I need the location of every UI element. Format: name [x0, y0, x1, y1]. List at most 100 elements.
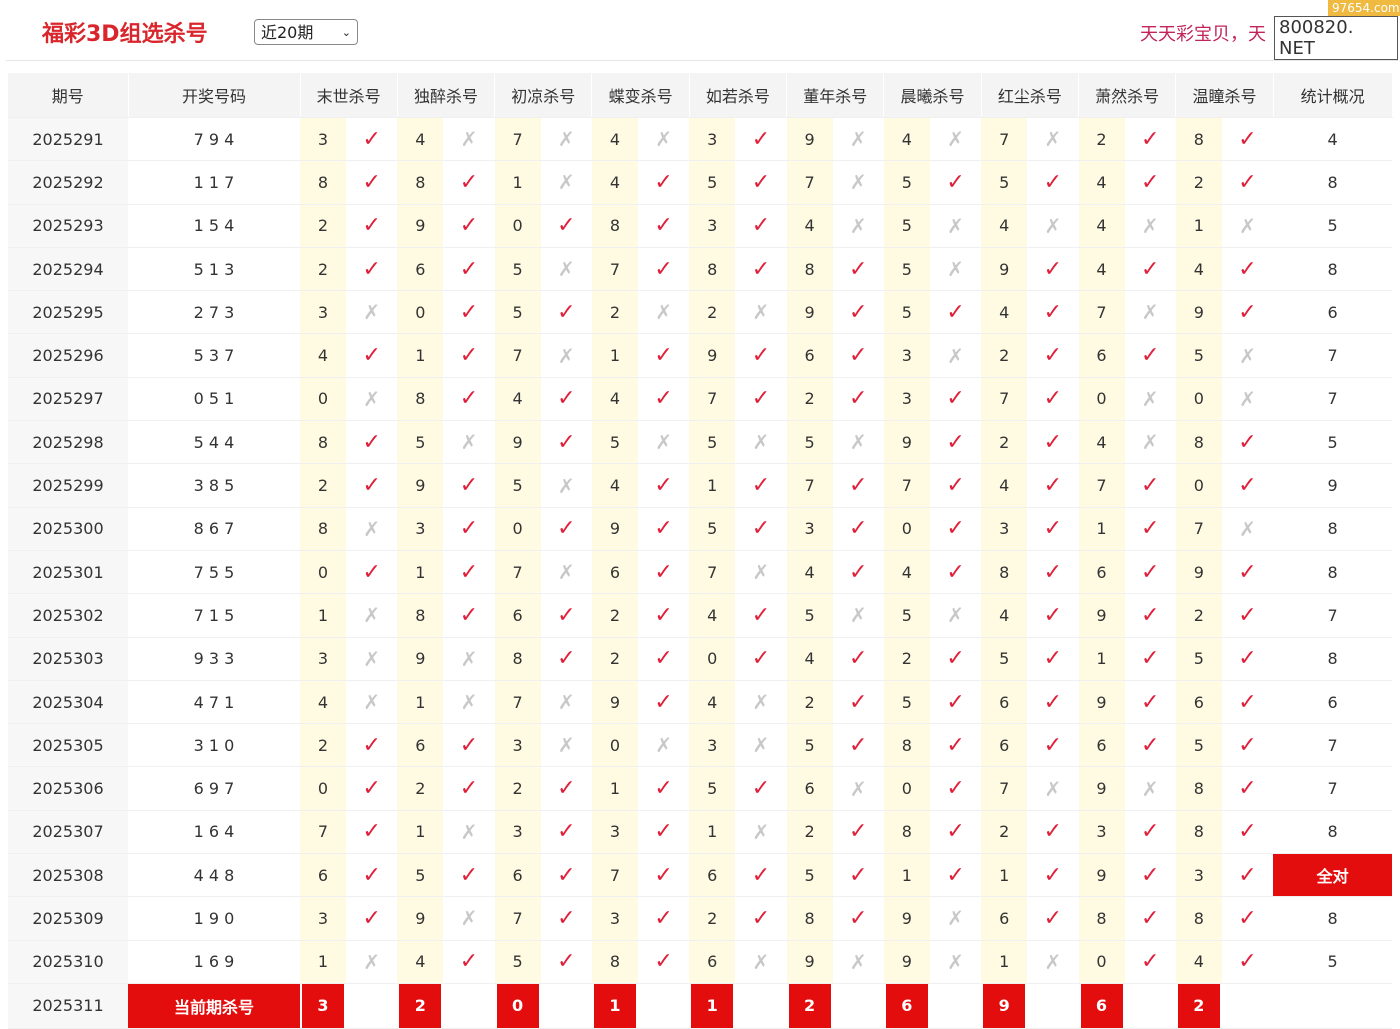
kill-result: ✓	[929, 766, 982, 811]
kill-number: 0	[397, 290, 444, 335]
kill-number: 4	[591, 160, 638, 205]
kill-number: 5	[1175, 723, 1222, 768]
kill-result: ✓	[637, 896, 690, 941]
kill-result: ✓	[637, 160, 690, 205]
kill-result: ✓	[1027, 160, 1079, 205]
kill-number: 2	[591, 593, 638, 638]
kill-number: 1	[689, 810, 736, 855]
kill-result: ✓	[929, 637, 982, 681]
kill-result: ✓	[1027, 853, 1079, 898]
kill-result: ✓	[1027, 810, 1079, 855]
kill-result: ✗	[832, 204, 884, 248]
kill-number: 5	[591, 420, 638, 465]
empty-cell	[1221, 983, 1274, 1029]
period: 2025307	[8, 810, 128, 855]
data-row: 2025307 1 6 4 7 ✓ 1 ✗ 3 ✓ 3 ✓ 1 ✗ 2 ✓ 8 ✓ 2 ✓ 3 ✓ 8 ✓ 8	[8, 810, 1393, 855]
kill-number: 3	[689, 204, 736, 248]
kill-number: 1	[1175, 204, 1222, 248]
kill-number: 4	[1078, 204, 1125, 248]
data-row: 2025304 4 7 1 4 ✗ 1 ✗ 7 ✗ 9 ✓ 4 ✗ 2 ✓ 5 ✓ 6 ✓ 9 ✓ 6 ✓ 6	[8, 680, 1393, 725]
kill-cell: 2	[786, 983, 833, 1029]
kill-result: ✓	[346, 420, 398, 465]
kill-result: ✓	[832, 896, 884, 941]
kill-result: ✓	[1221, 160, 1274, 205]
kill-number: 8	[786, 247, 833, 292]
period-select[interactable]: 近20期 ⌄	[254, 19, 358, 45]
kill-number: 4	[1175, 247, 1222, 292]
empty-cell	[540, 983, 592, 1029]
current-kill: 1	[691, 983, 734, 1028]
kill-cell: 2	[397, 983, 444, 1029]
kill-number: 0	[591, 723, 638, 768]
kill-result: ✓	[832, 290, 884, 335]
kill-result: ✗	[1027, 940, 1079, 984]
kill-result: ✓	[637, 940, 690, 984]
kill-result: ✓	[1027, 463, 1079, 508]
kill-result: ✓	[832, 247, 884, 292]
kill-result: ✓	[346, 463, 398, 508]
kill-result: ✓	[540, 896, 592, 941]
kill-number: 9	[494, 420, 541, 465]
kill-number: 5	[689, 766, 736, 811]
kill-number: 5	[494, 247, 541, 292]
kill-result: ✓	[346, 766, 398, 811]
draw-number: 9 3 3	[128, 637, 300, 681]
kill-result: ✗	[540, 333, 592, 378]
kill-result: ✓	[540, 507, 592, 551]
slogan: 天天彩宝贝，天	[1140, 24, 1266, 45]
kill-result: ✓	[1221, 420, 1274, 465]
kill-number: 7	[1078, 290, 1125, 335]
period: 2025293	[8, 204, 128, 248]
kill-result: ✓	[637, 766, 690, 811]
kill-result: ✓	[832, 637, 884, 681]
kill-number: 9	[1078, 680, 1125, 725]
kill-result: ✓	[735, 507, 787, 551]
summary: 8	[1273, 896, 1393, 941]
kill-number: 5	[786, 420, 833, 465]
draw-number: 5 3 7	[128, 333, 300, 378]
kill-result: ✓	[1027, 680, 1079, 725]
kill-result: ✗	[929, 204, 982, 248]
kill-number: 8	[300, 160, 346, 205]
kill-result: ✓	[1027, 247, 1079, 292]
kill-result: ✓	[540, 593, 592, 638]
data-row: 2025296 5 3 7 4 ✓ 1 ✓ 7 ✗ 1 ✓ 9 ✓ 6 ✓ 3 ✗ 2 ✓ 6 ✓ 5 ✗ 7	[8, 333, 1393, 378]
kill-number: 1	[981, 853, 1028, 898]
data-row: 2025299 3 8 5 2 ✓ 9 ✓ 5 ✗ 4 ✓ 1 ✓ 7 ✓ 7 ✓ 4 ✓ 7 ✓ 0 ✓ 9	[8, 463, 1393, 508]
kill-number: 0	[1078, 940, 1125, 984]
summary: 7	[1273, 593, 1393, 638]
kill-number: 6	[1078, 333, 1125, 378]
kill-number: 6	[494, 593, 541, 638]
kill-number: 4	[786, 637, 833, 681]
kill-result: ✓	[443, 160, 495, 205]
kill-result: ✗	[346, 593, 398, 638]
period: 2025310	[8, 940, 128, 984]
kill-number: 4	[591, 377, 638, 422]
column-header: 晨曦杀号	[883, 73, 982, 118]
summary: 5	[1273, 420, 1393, 465]
kill-number: 4	[689, 680, 736, 725]
draw-number: 1 9 0	[128, 896, 300, 941]
kill-number: 4	[300, 680, 346, 725]
summary: 7	[1273, 333, 1393, 378]
kill-number: 3	[300, 290, 346, 335]
draw-number: 1 6 4	[128, 810, 300, 855]
summary: 7	[1273, 377, 1393, 422]
empty-cell	[832, 983, 884, 1029]
kill-number: 5	[883, 160, 930, 205]
kill-number: 7	[981, 117, 1028, 162]
kill-number: 3	[786, 507, 833, 551]
kill-number: 7	[786, 463, 833, 508]
kill-result: ✗	[1124, 420, 1176, 465]
summary: 9	[1273, 463, 1393, 508]
kill-result: ✓	[637, 593, 690, 638]
kill-number: 7	[1175, 507, 1222, 551]
kill-result: ✓	[735, 204, 787, 248]
kill-result: ✓	[832, 680, 884, 725]
draw-number: 3 8 5	[128, 463, 300, 508]
kill-number: 1	[494, 160, 541, 205]
kill-number: 2	[494, 766, 541, 811]
kill-number: 0	[300, 766, 346, 811]
kill-result: ✓	[443, 377, 495, 422]
kill-number: 6	[397, 723, 444, 768]
